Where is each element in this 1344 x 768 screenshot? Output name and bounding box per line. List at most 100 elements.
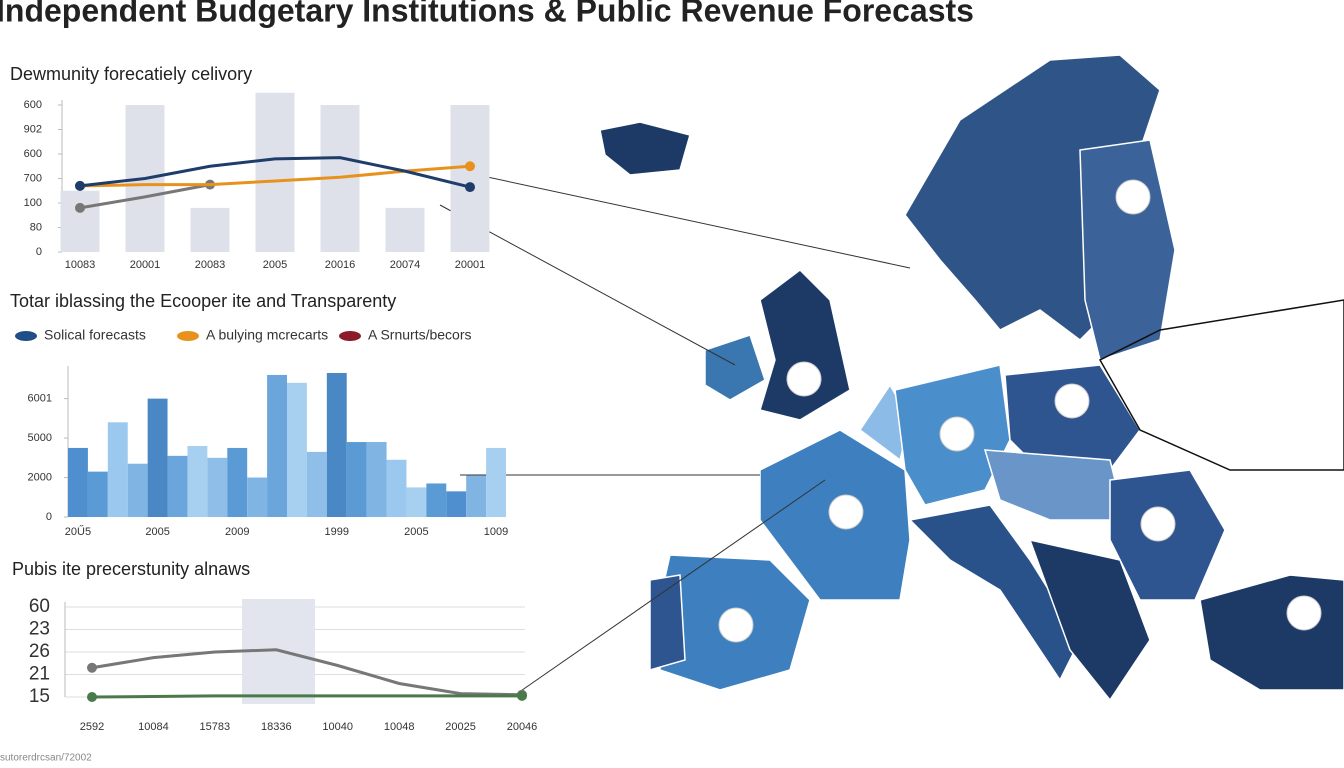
- series-line: [79, 183, 211, 210]
- x-tick-label: 2592: [80, 721, 104, 733]
- background-bar: [450, 105, 490, 252]
- y-tick-label: 23: [29, 619, 50, 640]
- x-tick-label: 10048: [384, 721, 415, 733]
- y-tick-label: 100: [24, 197, 42, 209]
- bar: [267, 374, 287, 517]
- x-tick-label: 2005: [263, 259, 287, 271]
- background-bar: [255, 92, 295, 252]
- balkans: [1028, 538, 1151, 702]
- x-tick-label: 20001: [455, 259, 486, 271]
- bar: [107, 422, 128, 517]
- end-dot: [75, 202, 85, 213]
- map: [439, 54, 1344, 702]
- y-tick-label: 2000: [28, 471, 52, 483]
- bar: [127, 463, 148, 517]
- ireland: [704, 334, 766, 401]
- x-tick-label: 2005: [145, 526, 169, 538]
- bar: [287, 382, 307, 517]
- x-tick-label: 20046: [507, 721, 538, 733]
- turkey: [1199, 574, 1344, 691]
- legend-swatch: [15, 331, 37, 341]
- legend-swatch: [177, 331, 199, 341]
- bar: [466, 475, 487, 517]
- y-tick-label: 15: [29, 686, 50, 707]
- bar: [446, 491, 467, 517]
- great-britain: [759, 269, 851, 421]
- bar: [486, 447, 506, 517]
- icon: [718, 607, 754, 643]
- legend-swatch: [339, 331, 361, 341]
- y-tick-label: 600: [24, 99, 42, 111]
- x-tick-label: 20025: [445, 721, 476, 733]
- y-tick-label: 26: [29, 641, 50, 662]
- y-tick-label: 5000: [28, 432, 52, 444]
- background-bar: [60, 190, 100, 252]
- x-tick-label: 20Ű5: [65, 524, 91, 538]
- portugal: [649, 574, 686, 671]
- bar: [386, 459, 407, 517]
- y-tick-label: 60: [29, 596, 50, 617]
- x-tick-label: 2009: [225, 526, 249, 538]
- icon: [1140, 506, 1176, 542]
- end-dot: [87, 662, 97, 673]
- iceland: [599, 121, 691, 176]
- footer: sutorerdrcsan/72002: [0, 753, 92, 764]
- x-tick-label: 2005: [404, 526, 428, 538]
- x-tick-label: 10083: [65, 259, 96, 271]
- y-tick-label: 902: [24, 123, 42, 135]
- bar: [227, 447, 248, 517]
- x-tick-label: 1009: [484, 526, 508, 538]
- end-dot: [517, 690, 527, 701]
- legend-label: Solical forecasts: [44, 327, 146, 343]
- connector: [514, 479, 826, 696]
- y-tick-label: 80: [30, 221, 42, 233]
- icon: [939, 416, 975, 452]
- legend-label: A bulying mcrecarts: [206, 327, 328, 343]
- map-icons: [718, 179, 1322, 643]
- x-tick-label: 20074: [390, 259, 421, 271]
- x-tick-label: 20083: [195, 259, 226, 271]
- bar: [346, 442, 367, 517]
- icon: [786, 361, 822, 397]
- y-tick-label: 0: [36, 246, 42, 258]
- bar: [366, 442, 387, 517]
- series-line: [91, 648, 523, 697]
- bar: [87, 471, 108, 517]
- x-tick-label: 20016: [325, 259, 356, 271]
- background-bar: [385, 207, 425, 252]
- italy-balkans: [908, 504, 1081, 682]
- chart-title: Dewmunity forecatiely celivory: [10, 64, 252, 84]
- central-europe: [983, 449, 1126, 521]
- bar: [326, 372, 347, 517]
- legend-label: A Srnurts/becors: [368, 327, 472, 343]
- x-tick-label: 20001: [130, 259, 161, 271]
- x-tick-label: 10040: [322, 721, 353, 733]
- bar: [147, 398, 168, 517]
- chart-title: Totar iblassing the Ecooper ite and Tran…: [10, 291, 396, 311]
- bar: [247, 477, 268, 517]
- y-tick-label: 6001: [28, 393, 52, 405]
- x-tick-label: 18336: [261, 721, 292, 733]
- bar: [187, 445, 208, 517]
- bar: [426, 483, 447, 517]
- eastern-border: [1098, 299, 1344, 471]
- y-tick-label: 21: [29, 664, 50, 685]
- series-line: [91, 694, 522, 699]
- end-dot: [465, 161, 475, 172]
- page-title: Independent Budgetary Institutions & Pub…: [0, 0, 974, 28]
- x-tick-label: 10084: [138, 721, 169, 733]
- end-dot: [75, 180, 85, 191]
- y-tick-label: 700: [24, 172, 42, 184]
- bar: [207, 457, 228, 517]
- connector: [477, 174, 911, 269]
- chart-title: Pubis ite precerstunity alnaws: [12, 559, 250, 579]
- icon: [1286, 595, 1322, 631]
- icon: [1115, 179, 1151, 215]
- end-dot: [465, 182, 475, 193]
- y-tick-label: 0: [46, 511, 52, 523]
- end-dot: [87, 692, 97, 702]
- x-tick-label: 15783: [200, 721, 231, 733]
- icon: [1054, 383, 1090, 419]
- y-tick-label: 600: [24, 148, 42, 160]
